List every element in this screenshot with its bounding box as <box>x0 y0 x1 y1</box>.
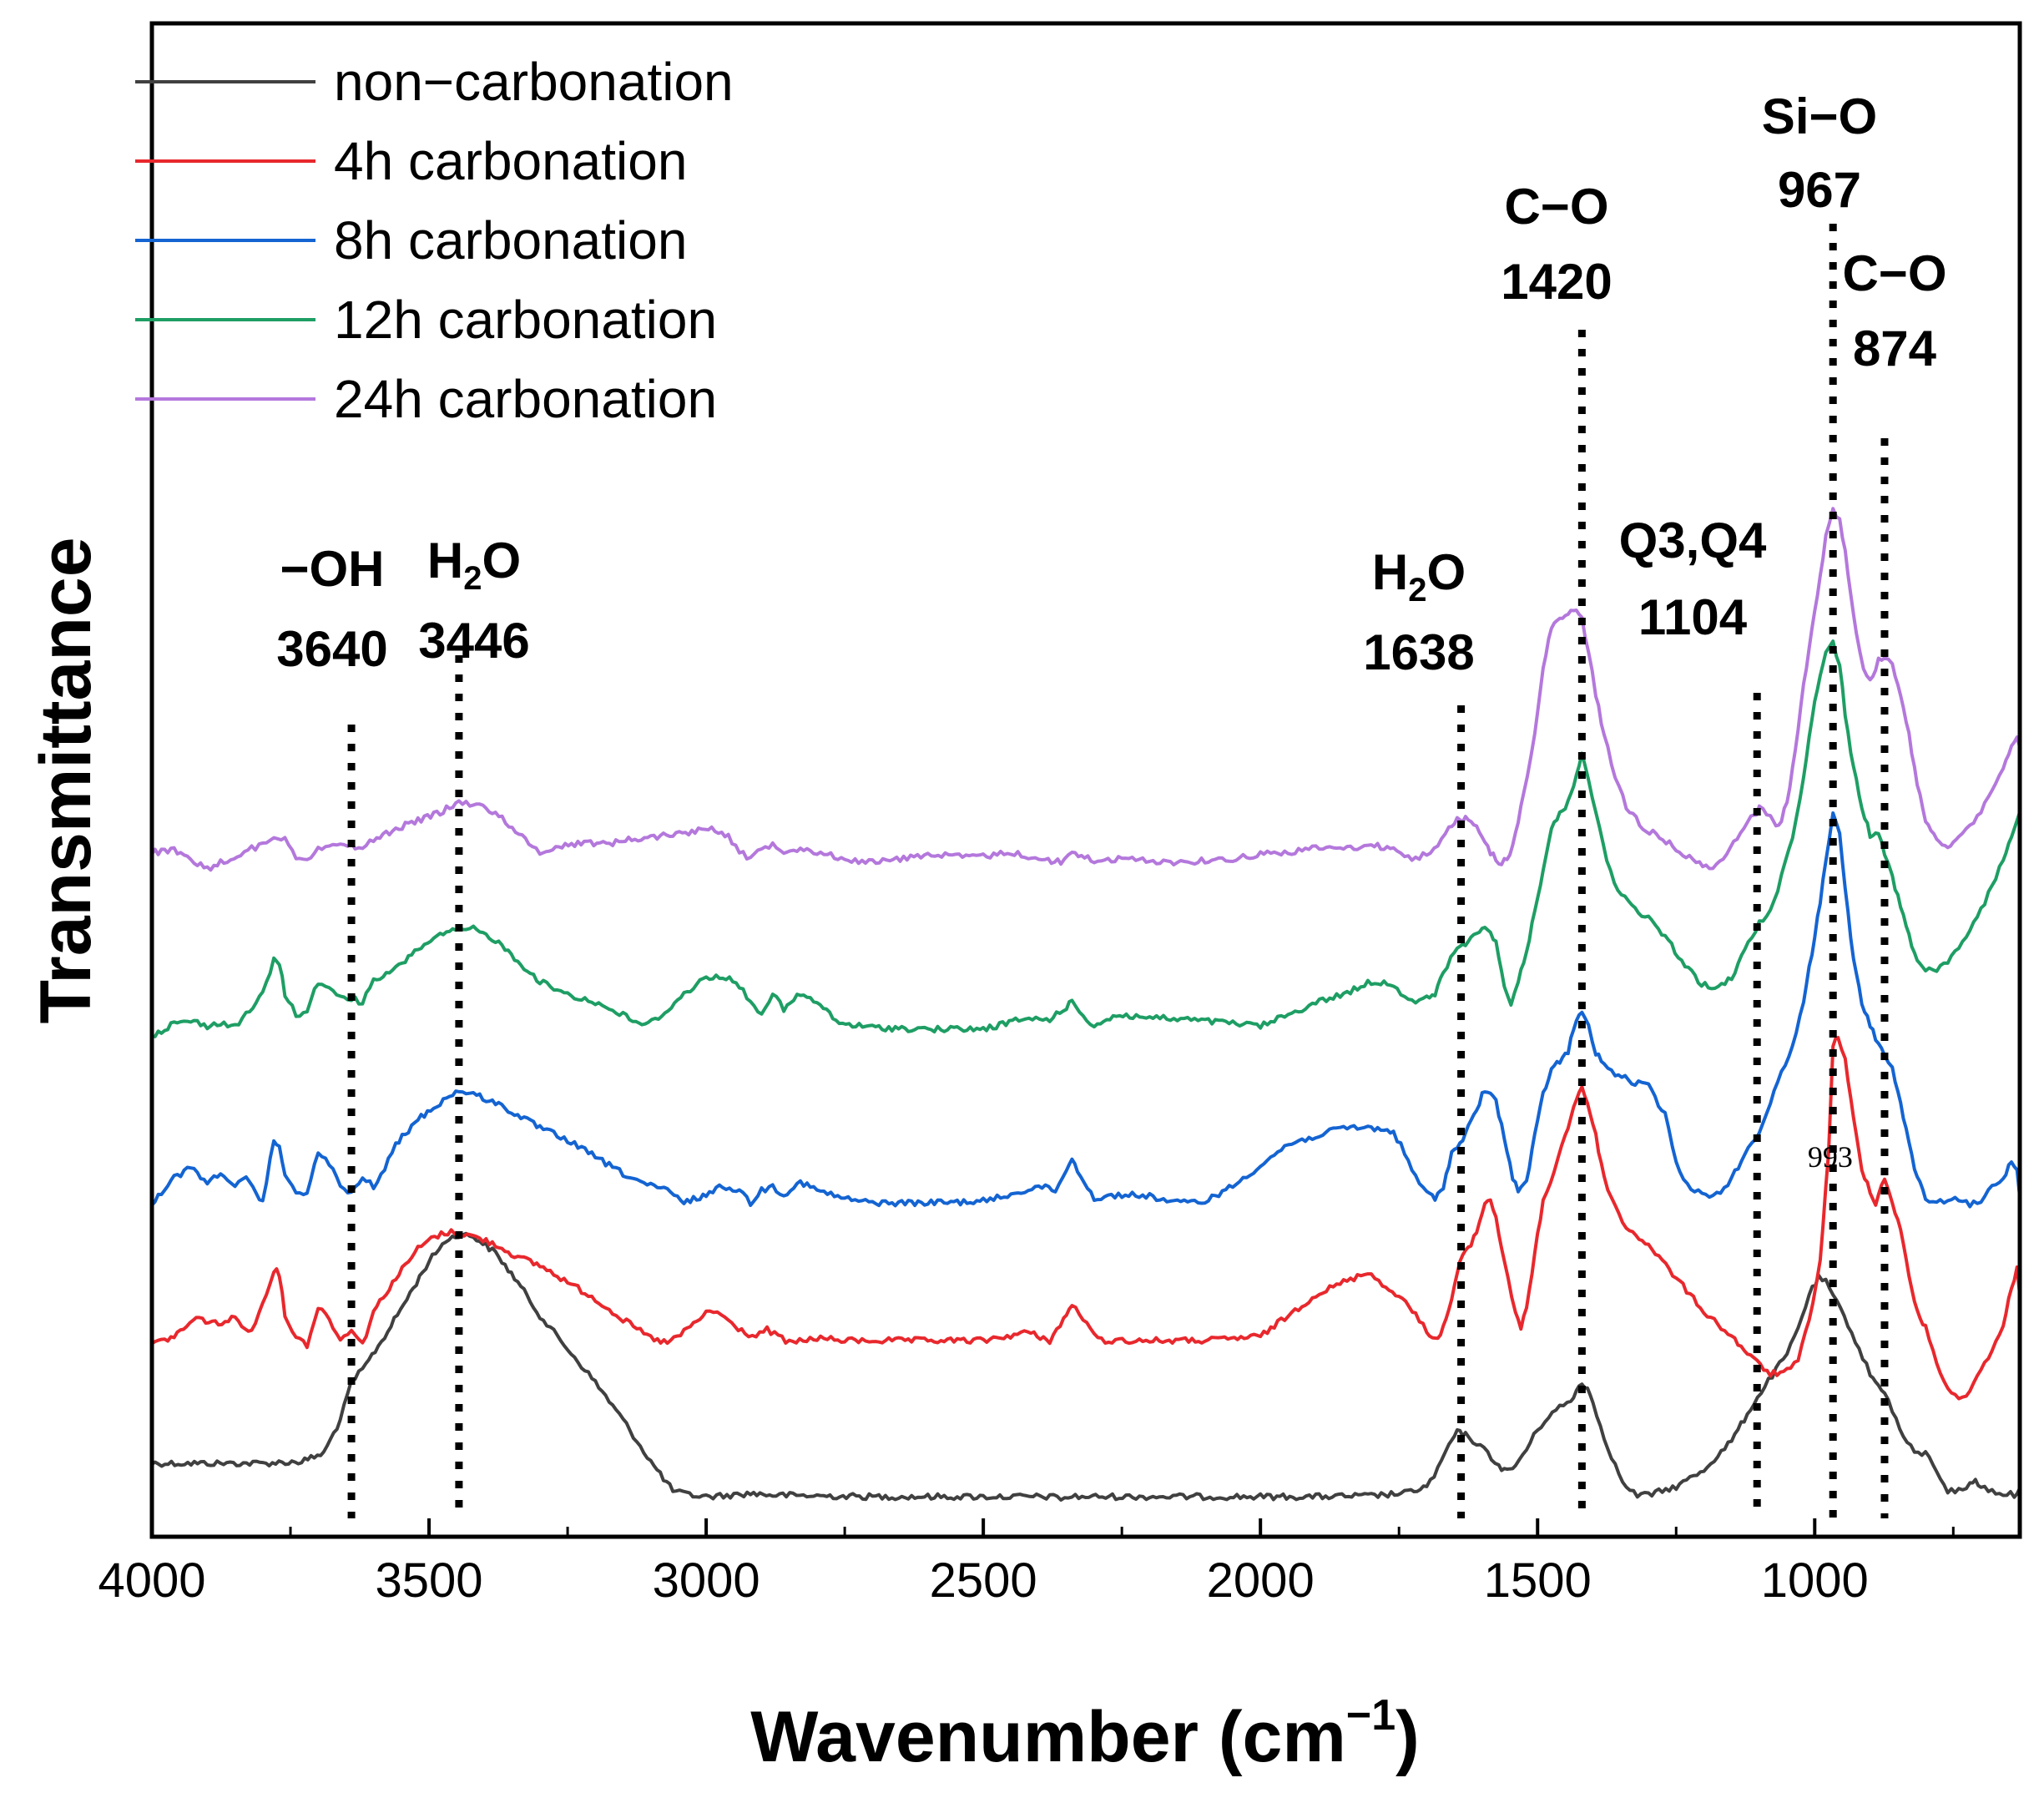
annotation-value-4: 1104 <box>1638 589 1748 645</box>
legend-label-4: 24h carbonation <box>334 369 717 429</box>
annotation-label-3: C−O <box>1504 179 1608 235</box>
peak-label-993: 993 <box>1808 1140 1853 1174</box>
series-layer <box>150 507 2021 1502</box>
x-axis-title-main: Wavenumber (cm <box>750 1697 1346 1777</box>
annotation-value-2: 1638 <box>1363 624 1474 680</box>
series-line-2 <box>150 811 2021 1209</box>
series-line-3 <box>151 639 2021 1038</box>
annotation-label-part: H <box>1372 544 1408 600</box>
annotation-label-part: H <box>427 533 463 588</box>
annotation-label-part: O <box>482 533 521 588</box>
x-axis-title-superscript: −1 <box>1346 1691 1395 1740</box>
annotation-value-0: 3640 <box>276 621 387 677</box>
legend-label-2: 8h carbonation <box>334 210 687 270</box>
annotation-label-6: C−O <box>1842 245 1946 301</box>
x-axis-title-close: ) <box>1395 1697 1420 1777</box>
x-tick-label-0: 4000 <box>98 1553 205 1608</box>
peak-annotations: −OH3640H2O3446H2O1638C−O1420Q3,Q41104Si−… <box>276 88 1946 1174</box>
annotation-label-subscript: 2 <box>1408 572 1426 609</box>
x-axis: 4000 3500 3000 2500 2000 1500 1000 <box>98 1518 1955 1608</box>
plot-frame <box>149 21 2022 1539</box>
legend-label-1: 4h carbonation <box>334 131 687 191</box>
annotation-label-2: H2O <box>1372 544 1466 609</box>
annotation-label-subscript: 2 <box>463 560 482 597</box>
annotation-label-4: Q3,Q4 <box>1619 513 1767 568</box>
annotation-value-6: 874 <box>1853 321 1937 376</box>
series-line-1 <box>150 1036 2021 1401</box>
annotation-label-part: O <box>1426 544 1466 600</box>
annotation-label-1: H2O <box>427 533 521 597</box>
series-line-0 <box>150 1231 2021 1502</box>
annotation-value-5: 967 <box>1778 162 1861 218</box>
annotation-value-3: 1420 <box>1501 254 1612 310</box>
x-tick-label-4: 2000 <box>1207 1553 1315 1608</box>
annotation-value-1: 3446 <box>418 613 529 669</box>
series-line-4 <box>150 507 2021 872</box>
x-tick-label-6: 1000 <box>1761 1553 1869 1608</box>
y-axis-title: Transmittance <box>26 537 106 1023</box>
legend: non−carbonation 4h carbonation 8h carbonat… <box>135 52 734 429</box>
x-axis-title: Wavenumber (cm−1) <box>750 1691 1420 1777</box>
x-tick-label-3: 2500 <box>930 1553 1037 1608</box>
x-tick-label-2: 3000 <box>653 1553 760 1608</box>
x-tick-label-5: 1500 <box>1484 1553 1592 1608</box>
annotation-guides <box>347 224 1889 1518</box>
x-tick-label-1: 3500 <box>376 1553 483 1608</box>
annotation-label-0: −OH <box>280 541 384 597</box>
legend-label-3: 12h carbonation <box>334 290 717 350</box>
legend-label-0: non−carbonation <box>334 52 734 112</box>
annotation-label-5: Si−O <box>1762 88 1877 144</box>
